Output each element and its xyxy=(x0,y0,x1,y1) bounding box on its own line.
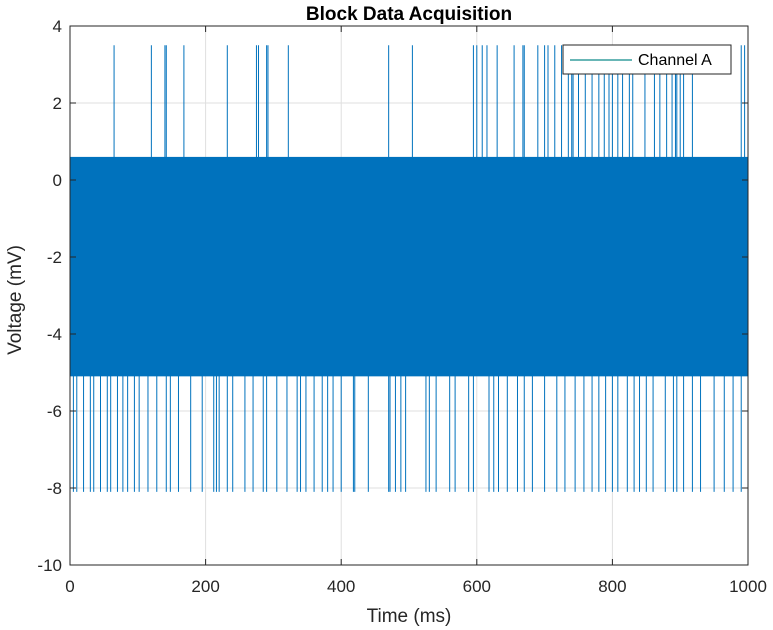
series-channel-a xyxy=(70,45,748,492)
x-tick-label: 600 xyxy=(463,577,491,596)
chart-title: Block Data Acquisition xyxy=(306,4,512,25)
x-tick-label: 800 xyxy=(598,577,626,596)
y-tick-label: -2 xyxy=(47,248,62,267)
tick-labels: 0 200 400 600 800 1000 -10 -8 -6 -4 -2 0 2 4 xyxy=(37,17,766,596)
data-layer xyxy=(70,45,748,492)
x-tick-label: 0 xyxy=(65,577,74,596)
x-tick-label: 1000 xyxy=(729,577,767,596)
legend-label-channel-a: Channel A xyxy=(638,52,712,69)
x-tick-label: 400 xyxy=(327,577,355,596)
channel-a-signal-band xyxy=(70,156,748,377)
x-tick-label: 200 xyxy=(191,577,219,596)
y-axis-label: Voltage (mV) xyxy=(5,245,26,355)
y-tick-label: 2 xyxy=(53,94,62,113)
y-tick-label: -4 xyxy=(47,325,62,344)
y-tick-label: 4 xyxy=(53,17,62,36)
y-tick-label: -6 xyxy=(47,402,62,421)
legend[interactable]: Channel A xyxy=(562,44,732,75)
y-tick-label: 0 xyxy=(53,171,62,190)
x-axis-label: Time (ms) xyxy=(367,606,452,627)
y-tick-label: -10 xyxy=(37,556,62,575)
y-tick-label: -8 xyxy=(47,479,62,498)
plot-border xyxy=(69,25,749,566)
tick-marks xyxy=(69,25,749,566)
